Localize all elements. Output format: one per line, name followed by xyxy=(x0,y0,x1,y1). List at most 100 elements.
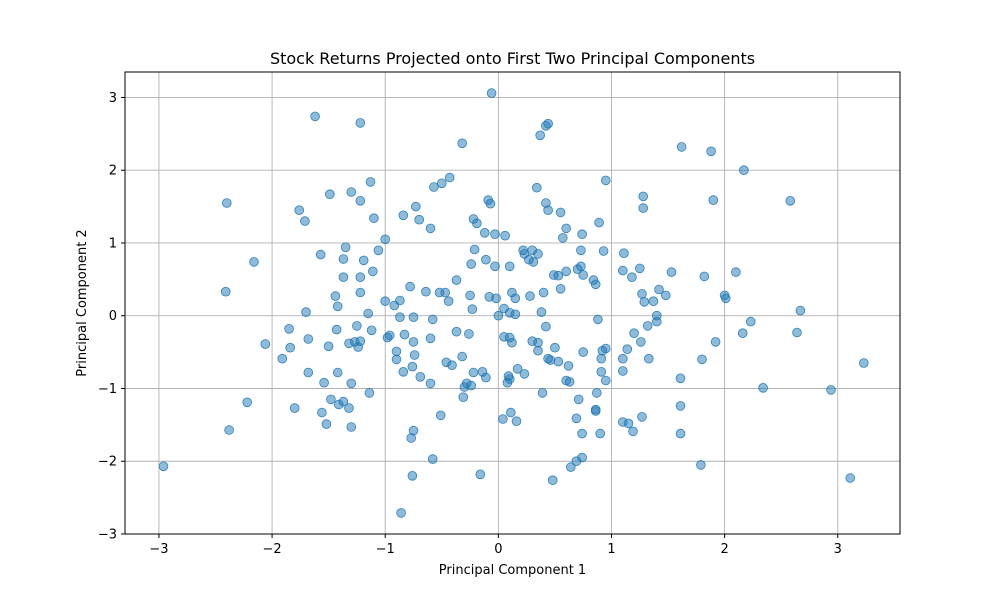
data-point xyxy=(358,255,369,266)
data-point xyxy=(443,296,454,307)
data-point xyxy=(285,342,296,353)
data-point xyxy=(332,301,343,312)
data-point xyxy=(340,242,351,253)
data-point xyxy=(284,323,294,334)
data-point xyxy=(617,366,628,376)
data-point xyxy=(409,350,420,360)
data-point xyxy=(622,344,633,355)
data-point xyxy=(220,286,231,297)
data-point xyxy=(346,422,357,432)
data-point xyxy=(303,334,314,344)
data-point xyxy=(363,308,374,319)
y-tick-label: −2 xyxy=(98,455,117,470)
data-point xyxy=(330,291,341,301)
data-point xyxy=(745,316,756,327)
x-tick-label: 2 xyxy=(720,542,728,557)
data-point xyxy=(466,259,477,269)
data-point xyxy=(315,249,326,260)
data-point xyxy=(468,367,479,378)
data-point xyxy=(739,165,749,176)
data-point xyxy=(696,460,706,470)
data-point xyxy=(331,324,342,335)
data-point xyxy=(451,275,462,285)
data-point xyxy=(636,337,646,347)
data-point xyxy=(593,314,603,325)
y-tick-label: 0 xyxy=(109,309,117,324)
y-tick-label: 3 xyxy=(109,91,117,106)
data-point xyxy=(224,425,234,435)
data-point xyxy=(596,366,607,377)
data-point xyxy=(706,146,716,157)
data-point xyxy=(637,412,647,422)
data-point xyxy=(792,327,802,338)
data-point xyxy=(623,418,634,429)
data-point xyxy=(550,342,560,353)
data-point xyxy=(553,356,564,367)
data-point xyxy=(425,378,436,389)
data-point xyxy=(249,257,259,267)
data-point xyxy=(731,267,741,277)
data-point xyxy=(310,111,320,122)
data-point xyxy=(435,410,446,421)
data-point xyxy=(498,414,508,424)
data-point xyxy=(531,182,542,193)
data-point xyxy=(408,337,419,347)
data-point xyxy=(466,380,477,391)
data-point xyxy=(427,454,438,464)
y-tick-label: 1 xyxy=(109,236,117,251)
data-point xyxy=(573,394,584,405)
data-point xyxy=(364,388,375,398)
data-point xyxy=(571,413,582,424)
data-point xyxy=(785,196,796,206)
data-point xyxy=(405,281,415,292)
data-point xyxy=(572,264,583,275)
data-point xyxy=(577,229,587,240)
data-point xyxy=(511,416,522,427)
data-point xyxy=(525,291,535,301)
data-point xyxy=(564,377,575,387)
x-tick-label: 1 xyxy=(607,542,615,557)
data-point xyxy=(617,265,628,276)
data-point xyxy=(406,433,417,443)
data-point xyxy=(553,270,564,281)
data-point xyxy=(675,401,686,411)
data-point xyxy=(758,382,768,393)
data-point xyxy=(490,261,500,272)
data-point xyxy=(399,329,410,340)
data-point xyxy=(486,88,497,98)
y-tick-label: 2 xyxy=(109,164,117,179)
data-point xyxy=(594,217,604,228)
y-axis-ticks: −3 −2 −1 0 1 2 3 xyxy=(98,91,125,543)
data-point xyxy=(720,293,731,304)
data-point xyxy=(708,195,719,205)
data-point xyxy=(415,371,426,382)
data-point xyxy=(545,355,556,365)
data-point xyxy=(398,210,409,221)
data-point xyxy=(710,337,721,347)
data-point xyxy=(500,230,510,241)
data-point xyxy=(578,347,588,357)
data-point xyxy=(648,296,659,307)
data-point xyxy=(324,189,335,200)
data-point xyxy=(408,312,419,323)
data-point xyxy=(660,290,671,301)
x-axis-label: Principal Component 1 xyxy=(439,563,586,578)
x-tick-label: −2 xyxy=(262,542,281,557)
data-point xyxy=(651,310,662,321)
data-point xyxy=(346,378,357,389)
data-point xyxy=(451,326,462,337)
data-point xyxy=(571,456,582,467)
data-point xyxy=(541,321,551,332)
data-point xyxy=(629,328,639,339)
data-point xyxy=(158,461,169,472)
data-point xyxy=(505,407,516,418)
data-point xyxy=(260,339,271,349)
data-point xyxy=(436,178,447,189)
data-point xyxy=(395,295,405,306)
data-point xyxy=(444,172,455,183)
data-point xyxy=(355,118,366,128)
data-point xyxy=(396,508,406,518)
data-point xyxy=(425,333,436,344)
data-point xyxy=(467,304,478,315)
data-point xyxy=(429,182,439,192)
